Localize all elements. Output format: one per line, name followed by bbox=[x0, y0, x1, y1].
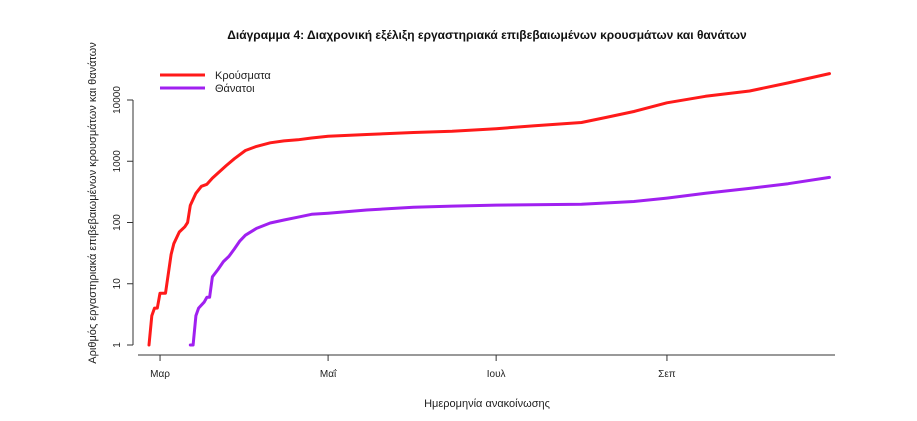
y-tick-label: 10000 bbox=[112, 86, 123, 114]
y-tick-label: 10 bbox=[112, 278, 123, 290]
x-tick-label: Σεπ bbox=[658, 369, 676, 380]
y-axis-label: Αριθμός εργαστηριακά επιβεβαιωμένων κρου… bbox=[87, 42, 99, 364]
y-tick-label: 1000 bbox=[112, 150, 123, 173]
y-tick-label: 100 bbox=[112, 214, 123, 231]
chart-title: Διάγραμμα 4: Διαχρονική εξέλιξη εργαστηρ… bbox=[227, 28, 747, 42]
series-line-deaths bbox=[188, 175, 831, 347]
series-layer bbox=[147, 72, 831, 347]
series-line-cases bbox=[147, 72, 831, 347]
x-axis: Μαρ Μαΐ Ιουλ Σεπ bbox=[138, 354, 835, 380]
x-tick-label: Ιουλ bbox=[487, 369, 506, 380]
legend-label: Κρούσματα bbox=[215, 70, 271, 82]
legend-label: Θάνατοι bbox=[215, 83, 255, 95]
x-axis-label: Ημερομηνία ανακοίνωσης bbox=[424, 398, 550, 410]
y-axis: 1 10 100 1000 10000 bbox=[112, 86, 134, 348]
y-tick-label: 1 bbox=[112, 342, 123, 348]
x-tick-label: Μαΐ bbox=[320, 368, 337, 380]
x-tick-label: Μαρ bbox=[150, 369, 170, 380]
